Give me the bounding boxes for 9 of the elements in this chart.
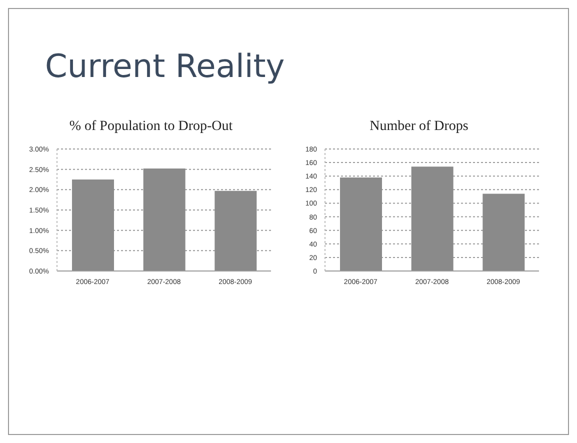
chart-title: % of Population to Drop-Out	[68, 119, 234, 136]
bar	[143, 168, 186, 271]
chart-title: Number of Drops	[368, 119, 470, 136]
text: Current Reality	[45, 47, 285, 85]
bar	[340, 177, 382, 271]
bar	[214, 190, 257, 271]
bar	[72, 180, 114, 271]
bar	[482, 194, 525, 271]
bar	[411, 166, 454, 271]
